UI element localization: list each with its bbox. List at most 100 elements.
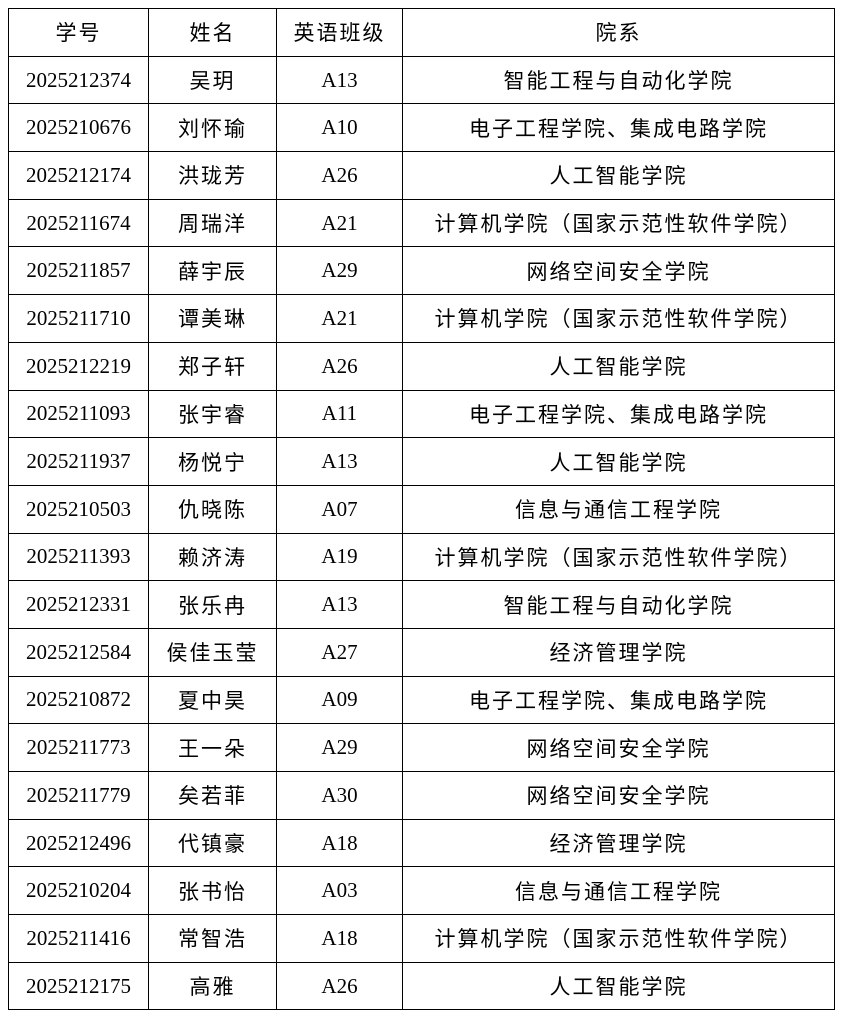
english-class: A21 bbox=[276, 198, 403, 248]
student-id: 2025211779 bbox=[8, 771, 149, 820]
department: 智能工程与自动化学院 bbox=[402, 580, 835, 629]
department: 电子工程学院、集成电路学院 bbox=[402, 103, 835, 153]
department: 计算机学院（国家示范性软件学院） bbox=[402, 532, 835, 582]
header-cell: 学号 bbox=[8, 8, 149, 57]
department: 电子工程学院、集成电路学院 bbox=[402, 389, 835, 439]
english-class: A26 bbox=[276, 341, 403, 391]
data-row: 2025212496 代镇豪 A18 经济管理学院 bbox=[8, 818, 835, 868]
department: 网络空间安全学院 bbox=[402, 723, 835, 772]
english-class: A10 bbox=[276, 103, 403, 153]
english-class: A27 bbox=[276, 627, 403, 677]
data-row: 2025211393 赖济涛 A19 计算机学院（国家示范性软件学院） bbox=[8, 532, 835, 582]
department: 人工智能学院 bbox=[402, 961, 835, 1011]
department: 电子工程学院、集成电路学院 bbox=[402, 675, 835, 725]
english-class: A26 bbox=[276, 151, 403, 200]
department: 人工智能学院 bbox=[402, 151, 835, 200]
student-id: 2025212219 bbox=[8, 341, 149, 391]
student-id: 2025211393 bbox=[8, 532, 149, 582]
name: 吴玥 bbox=[148, 55, 277, 105]
data-row: 2025210204 张书怡 A03 信息与通信工程学院 bbox=[8, 866, 835, 916]
student-id: 2025210676 bbox=[8, 103, 149, 153]
student-id: 2025210872 bbox=[8, 675, 149, 725]
department: 计算机学院（国家示范性软件学院） bbox=[402, 198, 835, 248]
data-row: 2025212584 侯佳玉莹 A27 经济管理学院 bbox=[8, 627, 835, 677]
english-class: A07 bbox=[276, 484, 403, 534]
english-class: A13 bbox=[276, 580, 403, 629]
name: 赖济涛 bbox=[148, 532, 277, 582]
student-id: 2025212174 bbox=[8, 151, 149, 200]
english-class: A11 bbox=[276, 389, 403, 439]
student-id: 2025211937 bbox=[8, 437, 149, 486]
department: 人工智能学院 bbox=[402, 437, 835, 486]
name: 谭美琳 bbox=[148, 294, 277, 343]
department: 网络空间安全学院 bbox=[402, 246, 835, 296]
name: 洪珑芳 bbox=[148, 151, 277, 200]
data-row: 2025211773 王一朵 A29 网络空间安全学院 bbox=[8, 723, 835, 772]
student-id: 2025211416 bbox=[8, 914, 149, 963]
data-row: 2025211093 张宇睿 A11 电子工程学院、集成电路学院 bbox=[8, 389, 835, 439]
name: 周瑞洋 bbox=[148, 198, 277, 248]
name: 常智浩 bbox=[148, 914, 277, 963]
name: 杨悦宁 bbox=[148, 437, 277, 486]
name: 刘怀瑜 bbox=[148, 103, 277, 153]
name: 夏中昊 bbox=[148, 675, 277, 725]
english-class: A09 bbox=[276, 675, 403, 725]
student-id: 2025212331 bbox=[8, 580, 149, 629]
english-class: A21 bbox=[276, 294, 403, 343]
department: 信息与通信工程学院 bbox=[402, 866, 835, 916]
data-row: 2025212331 张乐冉 A13 智能工程与自动化学院 bbox=[8, 580, 835, 629]
english-class: A03 bbox=[276, 866, 403, 916]
data-row: 2025212174 洪珑芳 A26 人工智能学院 bbox=[8, 151, 835, 200]
student-id: 2025212496 bbox=[8, 818, 149, 868]
name: 张书怡 bbox=[148, 866, 277, 916]
student-id: 2025212175 bbox=[8, 961, 149, 1011]
department: 网络空间安全学院 bbox=[402, 771, 835, 820]
header-row: 学号 姓名 英语班级 院系 bbox=[8, 8, 835, 57]
name: 侯佳玉莹 bbox=[148, 627, 277, 677]
header-cell: 院系 bbox=[402, 8, 835, 57]
student-id: 2025212584 bbox=[8, 627, 149, 677]
department: 计算机学院（国家示范性软件学院） bbox=[402, 914, 835, 963]
department: 信息与通信工程学院 bbox=[402, 484, 835, 534]
name: 仇晓陈 bbox=[148, 484, 277, 534]
name: 矣若菲 bbox=[148, 771, 277, 820]
student-id: 2025210204 bbox=[8, 866, 149, 916]
name: 代镇豪 bbox=[148, 818, 277, 868]
english-class: A29 bbox=[276, 723, 403, 772]
data-row: 2025211674 周瑞洋 A21 计算机学院（国家示范性软件学院） bbox=[8, 198, 835, 248]
name: 张乐冉 bbox=[148, 580, 277, 629]
student-id: 2025211710 bbox=[8, 294, 149, 343]
name: 高雅 bbox=[148, 961, 277, 1011]
data-row: 2025212374 吴玥 A13 智能工程与自动化学院 bbox=[8, 55, 835, 105]
english-class: A18 bbox=[276, 914, 403, 963]
department: 经济管理学院 bbox=[402, 627, 835, 677]
english-class: A13 bbox=[276, 55, 403, 105]
data-row: 2025212219 郑子轩 A26 人工智能学院 bbox=[8, 341, 835, 391]
name: 王一朵 bbox=[148, 723, 277, 772]
data-row: 2025211857 薛宇辰 A29 网络空间安全学院 bbox=[8, 246, 835, 296]
department: 计算机学院（国家示范性软件学院） bbox=[402, 294, 835, 343]
department: 智能工程与自动化学院 bbox=[402, 55, 835, 105]
data-row: 2025210676 刘怀瑜 A10 电子工程学院、集成电路学院 bbox=[8, 103, 835, 153]
student-id: 2025211773 bbox=[8, 723, 149, 772]
english-class: A30 bbox=[276, 771, 403, 820]
english-class: A19 bbox=[276, 532, 403, 582]
student-id: 2025211857 bbox=[8, 246, 149, 296]
data-row: 2025211779 矣若菲 A30 网络空间安全学院 bbox=[8, 771, 835, 820]
name: 薛宇辰 bbox=[148, 246, 277, 296]
english-class: A13 bbox=[276, 437, 403, 486]
department: 经济管理学院 bbox=[402, 818, 835, 868]
data-row: 2025211416 常智浩 A18 计算机学院（国家示范性软件学院） bbox=[8, 914, 835, 963]
english-class: A29 bbox=[276, 246, 403, 296]
student-id: 2025211093 bbox=[8, 389, 149, 439]
data-row: 2025212175 高雅 A26 人工智能学院 bbox=[8, 961, 835, 1011]
student-id: 2025212374 bbox=[8, 55, 149, 105]
student-id: 2025210503 bbox=[8, 484, 149, 534]
english-class: A18 bbox=[276, 818, 403, 868]
department: 人工智能学院 bbox=[402, 341, 835, 391]
data-row: 2025210503 仇晓陈 A07 信息与通信工程学院 bbox=[8, 484, 835, 534]
english-class: A26 bbox=[276, 961, 403, 1011]
student-table: 学号 姓名 英语班级 院系 2025212374 吴玥 A13 智能工程与自动化学院 20252… bbox=[8, 8, 835, 1011]
student-id: 2025211674 bbox=[8, 198, 149, 248]
